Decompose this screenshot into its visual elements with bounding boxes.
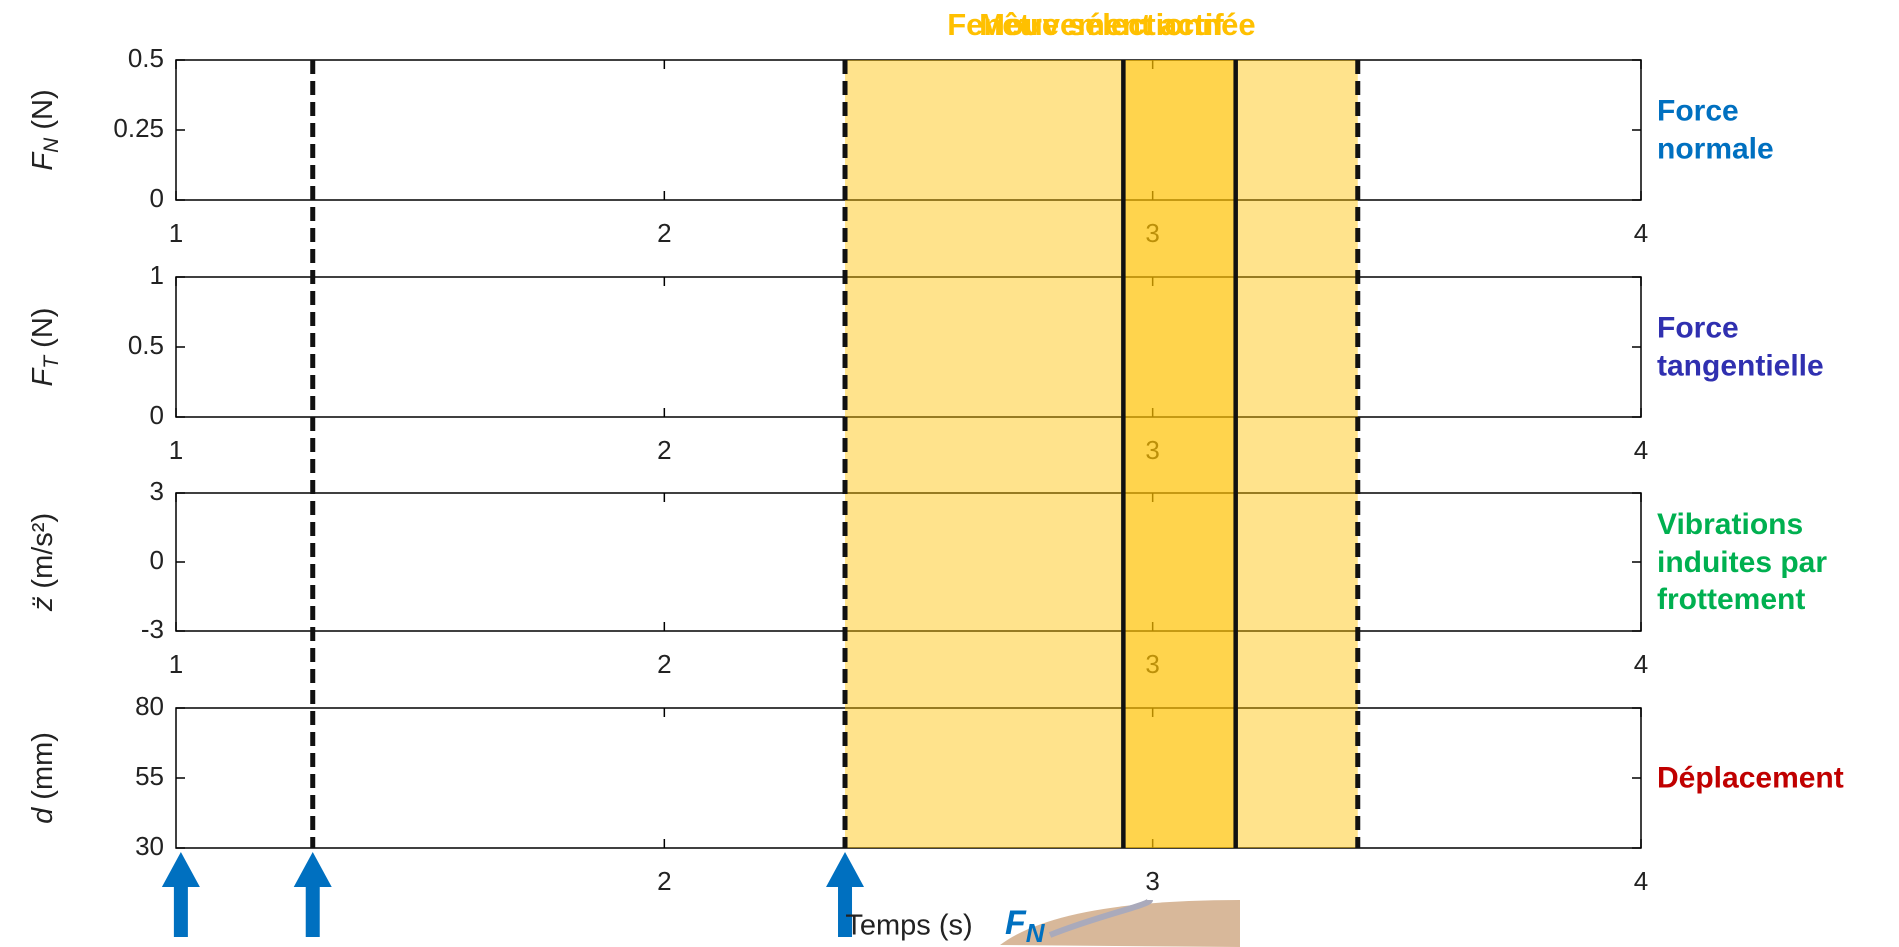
y-tick-label: 80 <box>135 691 164 721</box>
x-axis-label: Temps (s) <box>845 910 972 942</box>
x-tick-label: 1 <box>169 435 183 465</box>
x-tick-label: 4 <box>1634 218 1648 248</box>
x-tick-label: 2 <box>657 218 671 248</box>
y-tick-label: -3 <box>141 614 164 644</box>
x-tick-label: 4 <box>1634 435 1648 465</box>
y-label-space <box>27 589 59 597</box>
chart: 00.250.51234FN (N)00.511234FT (N)-303123… <box>0 0 1899 947</box>
y-label-space <box>27 800 59 808</box>
y-label-symbol: d <box>27 807 59 824</box>
series-label: Force normale <box>1657 93 1827 168</box>
event-arrow <box>294 852 332 937</box>
y-label-unit: (N) <box>27 89 59 129</box>
shaded-region <box>845 60 1358 848</box>
y-label-unit: (m/s²) <box>27 513 59 589</box>
y-label-unit: (N) <box>27 308 59 348</box>
x-tick-label: 2 <box>657 435 671 465</box>
y-axis-label: d (mm) <box>27 732 59 824</box>
y-label-space <box>27 130 59 138</box>
y-tick-label: 0 <box>150 400 164 430</box>
series-label: Déplacement <box>1657 759 1897 797</box>
y-tick-label: 0.5 <box>128 43 164 73</box>
x-tick-label: 2 <box>657 866 671 896</box>
figure: 00.250.51234FN (N)00.511234FT (N)-303123… <box>0 0 1899 947</box>
force-symbol: F <box>1005 904 1027 942</box>
series-label: Force tangentielle <box>1657 310 1892 385</box>
y-label-symbol: z̈ <box>27 596 59 612</box>
event-arrow <box>162 852 200 937</box>
x-tick-label: 2 <box>657 649 671 679</box>
y-tick-label: 3 <box>150 476 164 506</box>
y-tick-label: 0.25 <box>113 113 164 143</box>
x-tick-label: 1 <box>169 649 183 679</box>
y-axis-label: z̈ (m/s²) <box>27 513 59 612</box>
x-tick-label: 4 <box>1634 649 1648 679</box>
y-tick-label: 55 <box>135 761 164 791</box>
y-tick-label: 0 <box>150 545 164 575</box>
y-label-subscript: N <box>40 137 63 153</box>
y-axis-label: FN (N) <box>27 89 63 170</box>
y-axis-label: FT (N) <box>27 308 63 387</box>
force-subscript: N <box>1026 918 1046 947</box>
x-tick-label: 3 <box>1145 866 1159 896</box>
annotation: Fenêtre sélectionnée <box>947 7 1255 42</box>
y-tick-label: 0.5 <box>128 330 164 360</box>
y-tick-label: 0 <box>150 183 164 213</box>
shaded-region <box>1123 60 1235 848</box>
y-tick-label: 30 <box>135 831 164 861</box>
y-label-space <box>27 348 59 356</box>
y-label-unit: (mm) <box>27 732 59 800</box>
x-tick-label: 4 <box>1634 866 1648 896</box>
x-tick-label: 1 <box>169 218 183 248</box>
force-label: FN <box>1005 904 1046 947</box>
y-tick-label: 1 <box>150 260 164 290</box>
series-label: Vibrations induites par frottement <box>1657 506 1892 619</box>
